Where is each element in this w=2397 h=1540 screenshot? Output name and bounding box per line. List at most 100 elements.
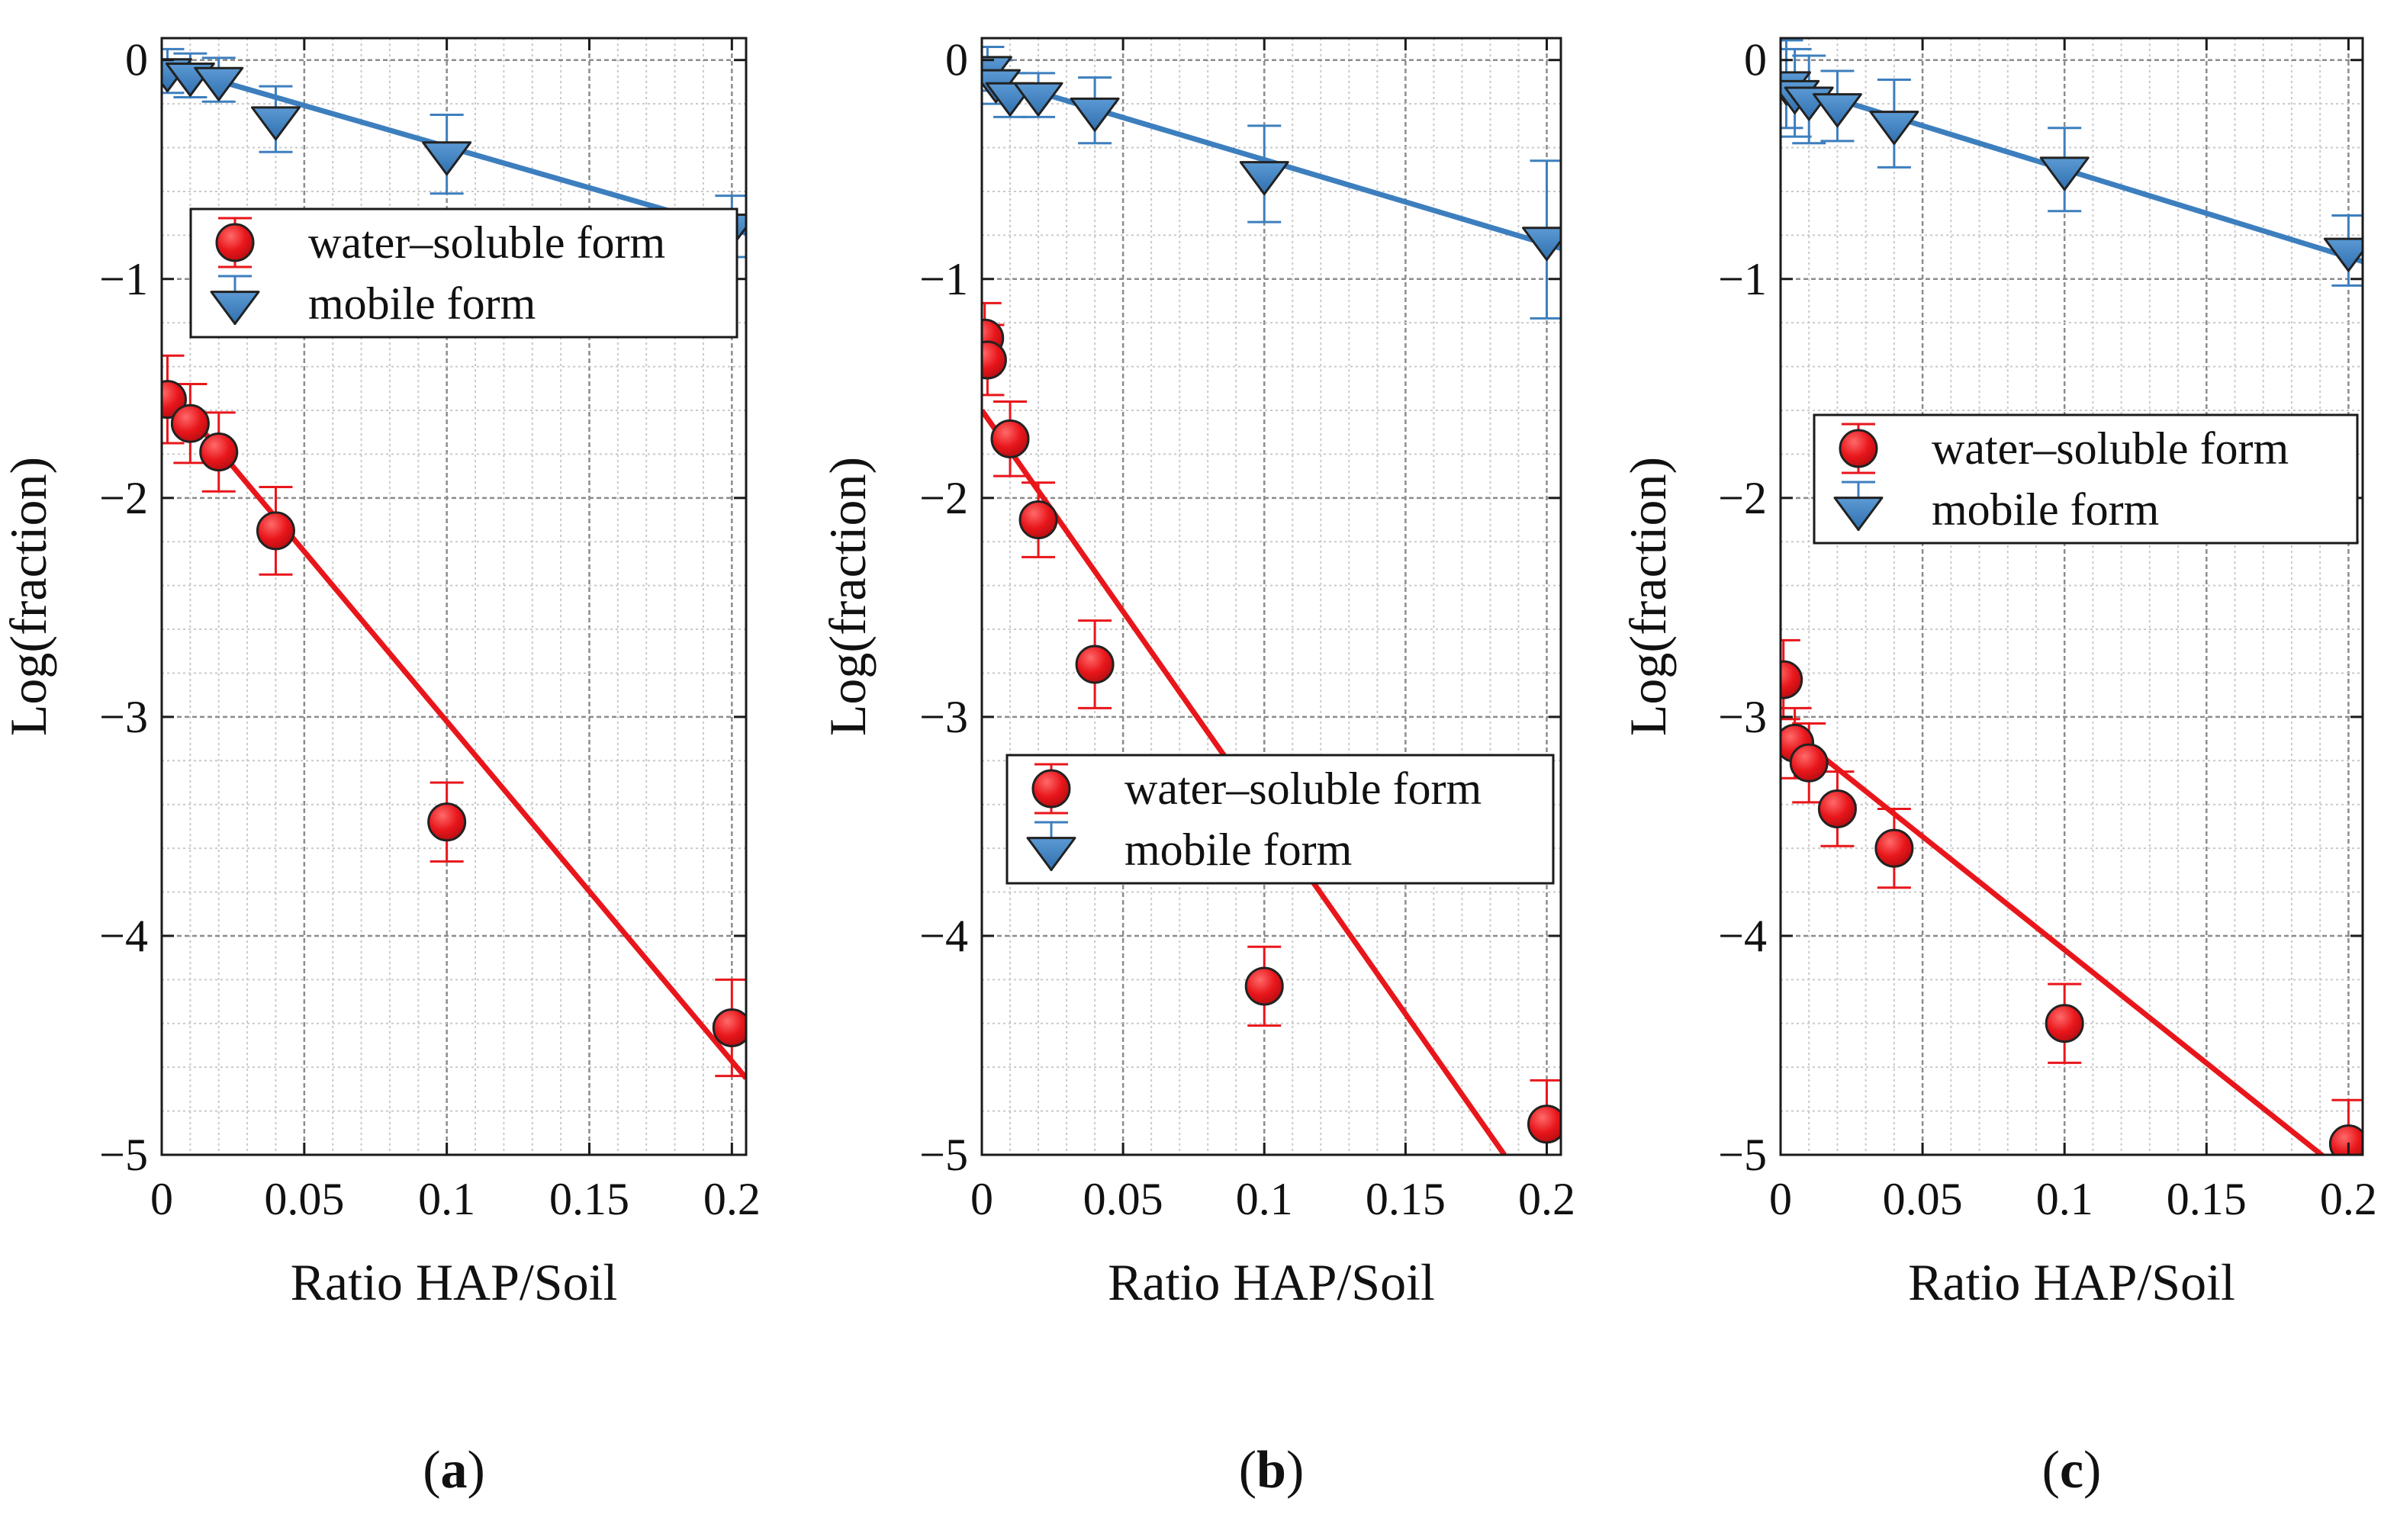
y-axis-title: Log(fraction)	[819, 457, 877, 736]
water-soluble-point	[2328, 1124, 2363, 1155]
x-tick-label: 0.2	[2320, 1174, 2377, 1224]
water-soluble-point	[1789, 743, 1829, 783]
water-soluble-point	[2045, 1004, 2084, 1043]
y-tick-label: 0	[125, 35, 148, 85]
panel-label-letter: b	[1256, 1441, 1286, 1500]
legend: water–soluble form mobile form	[189, 207, 738, 339]
legend: water–soluble form mobile form	[1005, 754, 1555, 885]
y-tick-label: −2	[1718, 473, 1767, 523]
legend: water–soluble form mobile form	[1813, 413, 2359, 545]
y-tick-label: −1	[99, 254, 148, 304]
x-tick-label: 0.05	[1883, 1174, 1963, 1224]
plot-area	[982, 45, 1561, 1155]
panel-label-open: (	[1239, 1441, 1256, 1500]
x-tick-label: 0	[1769, 1174, 1792, 1224]
water-soluble-point	[170, 403, 210, 443]
y-tick-label: −5	[1718, 1130, 1767, 1180]
legend-mobile-marker	[1026, 837, 1076, 872]
y-tick-label: −5	[99, 1130, 148, 1180]
water-soluble-fit-line	[165, 387, 746, 1080]
mobile-point	[1070, 97, 1120, 132]
mobile-point	[1812, 93, 1862, 127]
y-tick-label: −3	[1718, 692, 1767, 742]
panel-label: (c)	[2042, 1441, 2102, 1500]
panel-a: 0 0.05 0.1 0.15 0.2 0 −1 −2 −3 −4 −5 Ratio HAP/Soil…	[0, 35, 761, 1500]
water-soluble-point	[1874, 828, 1914, 868]
legend-mobile-marker	[1833, 497, 1884, 532]
y-tick-label: 0	[1744, 35, 1767, 85]
x-axis-title: Ratio HAP/Soil	[291, 1253, 618, 1311]
mobile-point	[1239, 161, 1289, 195]
y-tick-label: −4	[919, 911, 968, 961]
panel-label-letter: c	[2060, 1441, 2083, 1500]
y-tick-label: −4	[1718, 911, 1767, 961]
y-tick-label: −3	[919, 692, 968, 742]
plot-area	[1781, 39, 2363, 1155]
y-tick-label: 0	[945, 35, 968, 85]
water-soluble-point	[982, 340, 1007, 380]
mobile-point	[2039, 156, 2090, 191]
y-tick-label: −5	[919, 1130, 968, 1180]
panel-label-letter: a	[441, 1441, 468, 1500]
plot-frame	[1779, 37, 2364, 1156]
x-tick-label: 0.1	[1236, 1174, 1293, 1224]
x-axis-title: Ratio HAP/Soil	[1108, 1253, 1435, 1311]
mobile-point	[1869, 111, 1919, 145]
panel-label-open: (	[423, 1441, 440, 1500]
y-tick-label: −2	[919, 473, 968, 523]
y-axis-title: Log(fraction)	[0, 457, 57, 736]
panel-label-close: )	[2083, 1441, 2101, 1500]
legend-label-water-soluble: water–soluble form	[1124, 764, 1482, 814]
panel-label-open: (	[2042, 1441, 2060, 1500]
x-tick-label: 0.15	[549, 1174, 629, 1224]
mobile-point	[1013, 82, 1063, 117]
x-tick-label: 0.1	[2036, 1174, 2093, 1224]
water-soluble-fit-line	[1784, 725, 2326, 1155]
legend-water-soluble-marker	[215, 223, 255, 262]
panel-label: (a)	[423, 1441, 485, 1500]
grid	[1781, 38, 2363, 1155]
y-tick-label: −1	[919, 254, 968, 304]
legend-mobile-marker	[210, 291, 260, 326]
x-tick-label: 0.1	[418, 1174, 475, 1224]
x-tick-label: 0.05	[1083, 1174, 1163, 1224]
y-axis-title: Log(fraction)	[1619, 457, 1677, 736]
y-tick-label: −1	[1718, 254, 1767, 304]
panel-label: (b)	[1239, 1441, 1305, 1500]
water-soluble-point	[1244, 966, 1284, 1006]
mobile-point	[1521, 227, 1561, 262]
legend-box	[1005, 754, 1555, 885]
legend-box	[189, 207, 738, 339]
water-soluble-point	[427, 802, 467, 842]
legend-box	[1813, 413, 2359, 545]
water-soluble-point	[990, 419, 1030, 458]
plot-frame	[980, 37, 1562, 1156]
mobile-point	[250, 106, 301, 141]
x-tick-label: 0.15	[2167, 1174, 2247, 1224]
x-tick-label: 0.2	[1518, 1174, 1575, 1224]
plot-frame	[160, 37, 748, 1156]
legend-water-soluble-marker	[1839, 429, 1878, 468]
x-axis-title: Ratio HAP/Soil	[1908, 1253, 2235, 1311]
mobile-point	[2323, 237, 2363, 272]
y-tick-label: −3	[99, 692, 148, 742]
legend-label-mobile: mobile form	[308, 278, 536, 329]
y-tick-label: −4	[99, 911, 148, 961]
legend-label-mobile: mobile form	[1124, 825, 1352, 875]
x-tick-label: 0	[150, 1174, 173, 1224]
water-soluble-point	[1781, 660, 1803, 699]
panel-c: 0 0.05 0.1 0.15 0.2 0 −1 −2 −3 −4 −5 Ratio HAP/Soil…	[1619, 35, 2377, 1500]
mobile-point	[422, 141, 472, 176]
mobile-point	[194, 66, 244, 101]
water-soluble-point	[1527, 1104, 1561, 1144]
panel-label-close: )	[468, 1441, 485, 1500]
legend-label-mobile: mobile form	[1932, 484, 2159, 535]
x-tick-label: 0.05	[264, 1174, 344, 1224]
water-soluble-point	[1018, 500, 1058, 540]
water-soluble-point	[712, 1008, 746, 1047]
panel-b: 0 0.05 0.1 0.15 0.2 0 −1 −2 −3 −4 −5 Ratio HAP/Soil…	[819, 35, 1575, 1500]
x-tick-label: 0.2	[703, 1174, 761, 1224]
panel-label-close: )	[1286, 1441, 1304, 1500]
plot-area	[162, 47, 746, 1080]
